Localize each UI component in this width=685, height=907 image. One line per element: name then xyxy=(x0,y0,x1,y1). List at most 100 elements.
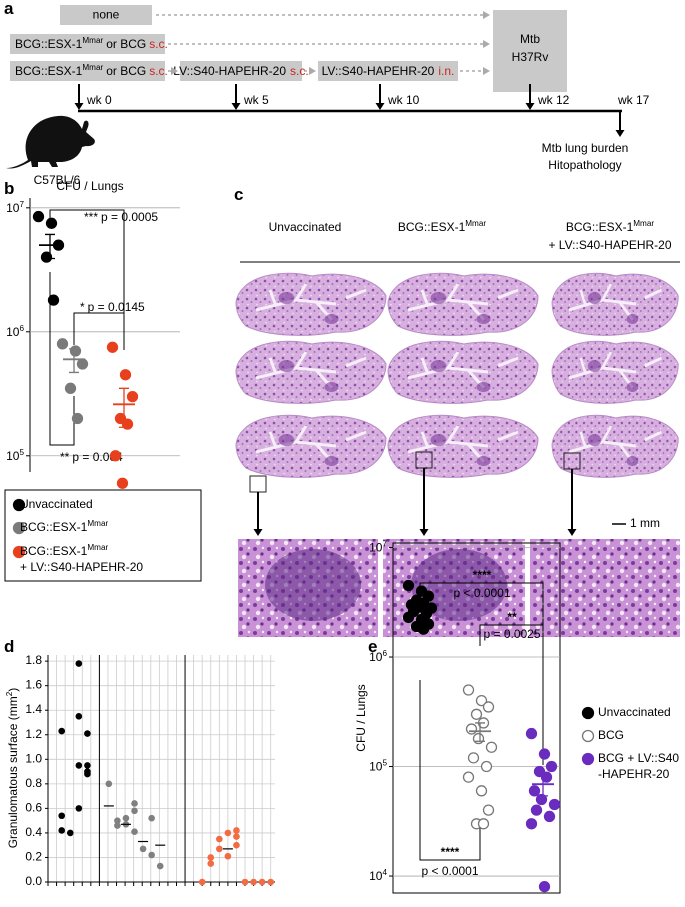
error-bar-path xyxy=(538,774,548,797)
data-point xyxy=(538,748,551,760)
label: BCG::ESX-1Mmar or BCG s.c. xyxy=(15,63,168,79)
data-point xyxy=(75,660,83,667)
panel-label: a xyxy=(4,0,14,18)
data-point xyxy=(84,770,91,778)
granuloma xyxy=(411,549,507,621)
arrow-head xyxy=(231,103,241,110)
data-point xyxy=(58,727,66,735)
text-part: p < 0.0001 xyxy=(421,864,478,878)
label: C57BL/6 xyxy=(34,173,81,187)
box xyxy=(180,61,302,81)
text-part: Mmar xyxy=(465,219,486,228)
y-tick-label: 1.4 xyxy=(25,702,42,716)
foci xyxy=(430,292,491,324)
panel-label: c xyxy=(234,185,243,204)
data-point xyxy=(66,829,74,837)
text-part: 5 xyxy=(19,447,24,456)
text-part: p = 0.0005 xyxy=(101,210,158,224)
data-point xyxy=(131,807,138,815)
vessels xyxy=(255,425,367,463)
legend-label: BCG::ESX-1Mmar xyxy=(20,543,108,559)
p-value: p < 0.0001 xyxy=(421,864,478,878)
data-point xyxy=(462,684,475,696)
foci xyxy=(587,292,639,324)
granuloma xyxy=(265,549,361,621)
data-point xyxy=(545,760,558,773)
bracket xyxy=(73,312,124,345)
text-part: ** xyxy=(507,610,517,624)
text-part: Mtb lung burden xyxy=(542,141,629,155)
data-point xyxy=(548,798,561,811)
text-part: 0.4 xyxy=(25,825,42,839)
data-point xyxy=(485,741,498,753)
data-point xyxy=(470,708,483,720)
text-part: a xyxy=(4,0,14,18)
data-point xyxy=(131,800,138,807)
text-part: 1.6 xyxy=(25,678,42,692)
data-point xyxy=(45,217,58,229)
text-part: Mmar xyxy=(87,543,108,552)
text-part: BCG::ESX-1 xyxy=(566,220,634,234)
bracket xyxy=(479,624,544,765)
legend-marker xyxy=(581,706,595,720)
lung-tissue xyxy=(551,414,679,478)
error-bar-path xyxy=(69,348,79,374)
y-tick-label: 0.0 xyxy=(25,874,42,888)
text-part: p = 0.0025 xyxy=(483,627,540,641)
significance: *** p = 0.0005 xyxy=(84,210,158,224)
label: none xyxy=(93,8,120,22)
data-point xyxy=(75,805,83,812)
data-point xyxy=(538,880,551,893)
data-point xyxy=(119,369,132,381)
data-point xyxy=(84,730,91,737)
data-point xyxy=(233,833,240,840)
legend-box xyxy=(4,489,202,582)
error-bar xyxy=(69,348,79,374)
text-part: wk 10 xyxy=(387,93,420,107)
label: BCG::ESX-1Mmar or BCG s.c. xyxy=(15,36,168,52)
y-tick-label: 104 xyxy=(369,868,387,884)
text-part: C57BL/6 xyxy=(34,173,81,187)
text-part: e xyxy=(368,637,377,656)
y-tick-label: 0.2 xyxy=(25,850,42,864)
data-point xyxy=(148,851,155,859)
lung-tissue xyxy=(235,272,387,336)
data-point xyxy=(224,852,232,860)
arrow-head xyxy=(483,67,490,75)
label: LV::S40-HAPEHR-20 s.c. xyxy=(173,64,308,78)
text-part: d xyxy=(4,637,14,656)
data-point xyxy=(477,818,490,830)
panel-label: e xyxy=(368,637,377,656)
foci xyxy=(278,360,339,392)
data-point xyxy=(528,785,541,797)
data-point xyxy=(47,294,60,306)
data-point xyxy=(233,841,240,849)
text-part: 10 xyxy=(6,449,20,463)
lung-section xyxy=(387,340,539,404)
column-header: BCG::ESX-1Mmar xyxy=(398,219,486,235)
significance-stars: **** xyxy=(473,568,492,582)
significance-stars: ** xyxy=(507,610,517,624)
y-tick-label: 1.6 xyxy=(25,678,42,692)
text-part: wk 12 xyxy=(537,93,570,107)
lung-section xyxy=(387,414,539,478)
error-bar xyxy=(538,774,548,797)
text-part: **** xyxy=(441,845,460,859)
text-part: or BCG xyxy=(106,64,146,78)
data-point xyxy=(198,878,206,886)
data-point xyxy=(216,835,223,843)
data-point xyxy=(250,878,257,886)
text-part: BCG::ESX-1 xyxy=(20,544,88,558)
data-point xyxy=(109,450,122,462)
error-bar xyxy=(415,603,425,613)
text-part: Hitopathology xyxy=(548,158,621,172)
text-part: 5 xyxy=(382,758,387,767)
data-point xyxy=(131,828,138,835)
p-value: p < 0.0001 xyxy=(453,586,510,600)
text-part: BCG::ESX-1 xyxy=(15,37,83,51)
box xyxy=(60,5,152,25)
p-value: p = 0.0025 xyxy=(483,627,540,641)
vessels xyxy=(255,351,367,389)
lung-section xyxy=(551,272,679,336)
foci xyxy=(587,360,639,392)
